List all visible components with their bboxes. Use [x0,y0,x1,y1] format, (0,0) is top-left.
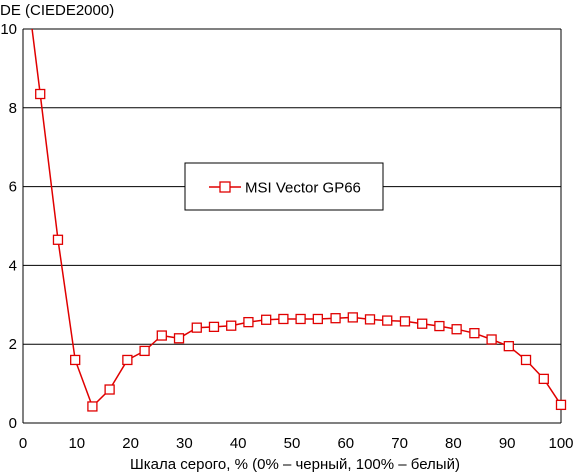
x-tick-label: 40 [230,435,247,452]
data-point [330,313,341,324]
x-axis-label: Шкала серого, % (0% – черный, 100% – бел… [130,456,460,472]
y-axis-ticks: 0 2 4 6 8 10 [0,21,17,432]
series-line [31,29,561,408]
data-point [208,321,220,333]
data-point [104,384,115,395]
data-point [503,341,514,352]
data-point [226,320,237,331]
data-point [555,399,567,411]
x-tick-label: 90 [499,435,516,452]
y-tick-label: 0 [9,415,17,432]
data-point [278,313,289,325]
x-tick-label: 10 [68,435,85,452]
data-point [52,234,64,245]
x-tick-label: 70 [391,435,408,452]
legend: MSI Vector GP66 [184,162,384,211]
data-point [312,313,323,325]
data-point [399,316,411,327]
series-layer [31,29,567,412]
x-tick-label: 80 [445,435,462,452]
y-axis-label: DE (CIEDE2000) [0,2,114,19]
x-tick-label: 30 [176,435,193,452]
data-point [382,315,393,326]
x-tick-label: 20 [122,435,139,452]
x-tick-label: 60 [337,435,354,452]
data-point [70,354,81,366]
data-point [156,330,167,341]
x-tick-label: 0 [19,435,27,452]
y-tick-label: 8 [9,100,17,117]
data-point [87,401,98,412]
data-point [451,324,462,335]
data-point [35,88,46,100]
data-point [520,354,532,366]
y-tick-label: 4 [9,257,17,274]
data-point [347,312,358,323]
data-point [434,320,445,332]
data-point [486,334,497,345]
data-point [243,316,254,328]
data-point [469,328,480,339]
data-point [295,313,306,325]
data-point [122,354,133,366]
data-point [261,314,272,325]
legend-entry-label: MSI Vector GP66 [245,180,361,197]
x-tick-label: 50 [284,435,301,452]
y-tick-label: 6 [9,179,17,196]
legend-marker-swatch [219,181,231,193]
x-axis-ticks: 0 10 20 30 40 50 60 70 80 90 100 [19,435,573,452]
y-tick-label: 2 [9,336,17,353]
data-point [191,322,202,333]
data-point [417,318,428,329]
data-point [538,373,549,385]
plot-frame [22,29,562,424]
data-point [173,333,185,344]
data-point [364,314,376,325]
y-tick-label: 10 [0,21,17,38]
data-point [139,345,150,357]
x-tick-label: 100 [548,435,573,452]
series-0 [31,29,567,412]
